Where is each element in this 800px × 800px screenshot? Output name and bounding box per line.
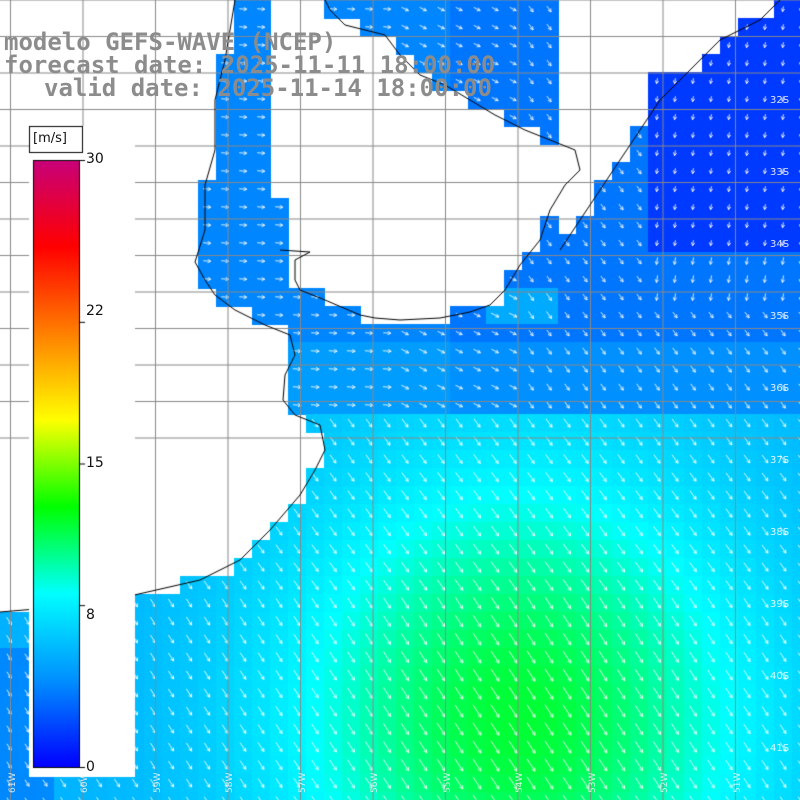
lon-label-58w: 58W [225, 772, 235, 793]
lon-label-61w: 61W [8, 772, 18, 793]
lon-label-52w: 52W [660, 772, 670, 793]
colorbar-unit: [m/s] [33, 131, 67, 146]
colorbar-tick-22: 22 [86, 303, 104, 319]
lon-label-57w: 57W [298, 772, 308, 793]
lat-label-33s: 33S [770, 167, 790, 178]
valid-date: valid date: 2025-11-14 18:00:00 [44, 74, 492, 102]
lat-label-36s: 36S [770, 383, 790, 394]
lat-label-39s: 39S [770, 599, 790, 610]
lat-label-38s: 38S [770, 527, 790, 538]
lon-label-56w: 56W [370, 772, 380, 793]
model-title: modelo GEFS-WAVE (NCEP) [4, 28, 337, 56]
lat-label-34s: 34S [770, 239, 790, 250]
lat-label-41s: 41S [770, 743, 790, 754]
forecast-date: forecast date: 2025-11-11 18:00:00 [4, 51, 496, 79]
lon-label-51w: 51W [733, 772, 743, 793]
lat-label-32s: 32S [770, 95, 790, 106]
colorbar-tick-8: 8 [86, 607, 95, 623]
lon-label-59w: 59W [153, 772, 163, 793]
lon-label-60w: 60W [80, 772, 90, 793]
lat-label-40s: 40S [770, 671, 790, 682]
lon-label-53w: 53W [588, 772, 598, 793]
lon-label-54w: 54W [515, 772, 525, 793]
lat-label-35s: 35S [770, 311, 790, 322]
colorbar-tick-30: 30 [86, 151, 104, 167]
lat-label-37s: 37S [770, 455, 790, 466]
colorbar-tick-15: 15 [86, 455, 104, 471]
colorbar-tick-0: 0 [86, 759, 95, 775]
lon-label-55w: 55W [443, 772, 453, 793]
